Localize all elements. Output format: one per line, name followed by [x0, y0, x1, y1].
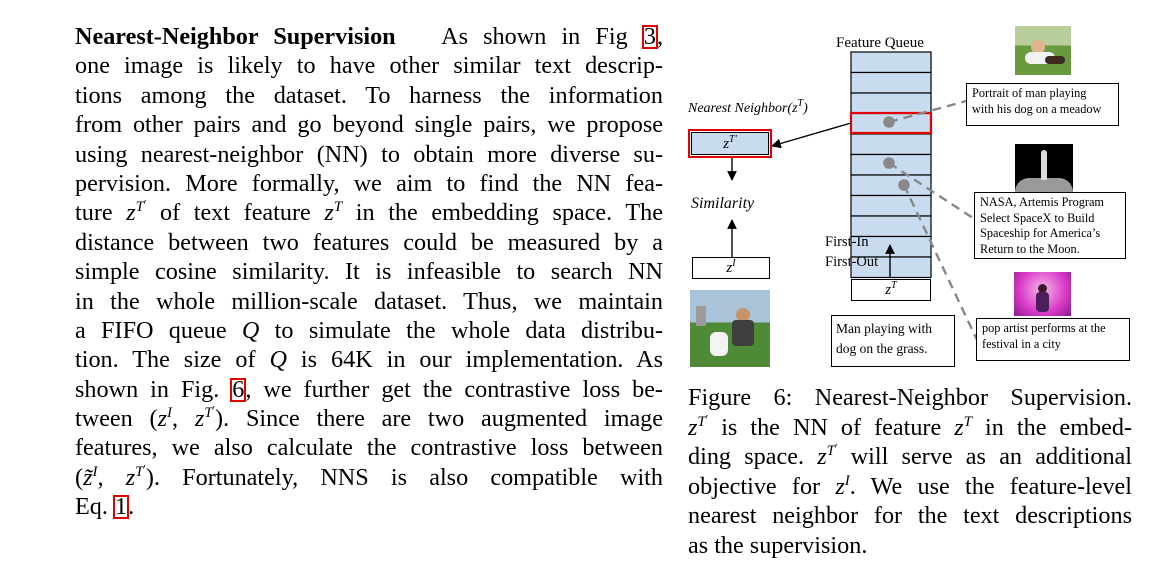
caption-line: nearest neighbor for the text descriptio…	[688, 502, 1132, 529]
description-box-3: pop artist performs at the festival in a …	[976, 318, 1130, 361]
caption-line: Figure 6: Nearest-Neighbor Supervision.	[688, 384, 1132, 411]
queue-cell	[850, 256, 932, 279]
caption-line: objective for zI. We use the feature-lev…	[688, 472, 1132, 500]
image-feature-box: zI	[692, 257, 770, 279]
text-line: features, we also calculate the contrast…	[75, 434, 663, 462]
text-line: one image is likely to have other simila…	[75, 52, 663, 80]
nn-feature-box: zT′	[688, 129, 772, 158]
text-feature-box: zT	[851, 279, 931, 301]
caption-line: zT′ is the NN of feature zT in the embed…	[688, 412, 1132, 441]
text-line: tween (zI, zT′). Since there are two aug…	[75, 404, 664, 433]
dashed-link-2	[883, 157, 977, 222]
diagram-canvas	[727, 51, 979, 341]
queue-cell	[850, 92, 932, 115]
text-line: distance between two features could be m…	[75, 228, 663, 256]
eq1-reference-link[interactable]: 1	[112, 493, 130, 521]
nearest-neighbor-label: Nearest Neighbor(zT)	[688, 98, 808, 117]
text-line: from other pairs and go beyond single pa…	[75, 111, 663, 139]
text-line: using nearest-neighbor (NN) to obtain mo…	[75, 140, 663, 168]
text-line: simple cosine similarity. It is infeasib…	[75, 258, 663, 286]
figure-caption: Figure 6: Nearest-Neighbor Supervision. …	[688, 383, 1132, 560]
photo-pop-artist	[1014, 272, 1071, 316]
nn-arrow	[771, 122, 852, 149]
queue-cell	[850, 194, 932, 217]
caption-line: as the supervision.	[688, 531, 868, 559]
fifo-label: First-In First-Out	[825, 234, 879, 270]
similarity-label: Similarity	[691, 195, 755, 212]
text-input-box: Man playing with dog on the grass.	[831, 315, 955, 367]
nns-figure: Feature Queue Nearest Neighbor(zT) zT′ S…	[680, 20, 1150, 380]
queue-title: Feature Queue	[836, 35, 924, 51]
text-line: ture zT′ of text feature zT in the embed…	[75, 198, 663, 227]
dashed-link-3	[898, 179, 979, 341]
body-paragraph: Nearest-Neighbor Supervision As shown in…	[75, 22, 663, 522]
photo-man-dog-grass	[690, 290, 770, 367]
text-line: in the whole million-scale dataset. Thus…	[75, 287, 663, 315]
photo-rocket-moon	[1015, 144, 1073, 192]
text-line: a FIFO queue Q to simulate the whole dat…	[75, 316, 663, 344]
text-line: shown in Fig. 6, we further get the cont…	[75, 375, 663, 403]
text-line: Nearest-Neighbor Supervision As shown in…	[75, 23, 663, 50]
queue-cell	[850, 51, 932, 74]
queue-cell	[850, 174, 932, 197]
fig3-reference-link[interactable]: 3	[641, 23, 658, 50]
photo-man-dog-meadow	[1015, 26, 1071, 75]
text-line: (z̃I, zT′). Fortunately, NNS is also com…	[75, 462, 663, 491]
queue-cell	[850, 71, 932, 94]
text-line: tion. The size of Q is 64K in our implem…	[75, 346, 663, 374]
text-line: Eq. 1.	[75, 493, 135, 521]
section-heading: Nearest-Neighbor Supervision	[75, 23, 396, 50]
text-line: pervision. More formally, we aim to find…	[75, 169, 663, 197]
fig6-reference-link[interactable]: 6	[230, 375, 247, 403]
caption-line: ding space. zT′ will serve as an additio…	[688, 442, 1132, 471]
text-line: tions among the dataset. To harness the …	[75, 81, 663, 109]
queue-cell	[850, 133, 932, 156]
queue-cell	[850, 112, 932, 135]
description-box-1: Portrait of man playing with his dog on a…	[966, 83, 1119, 126]
description-box-2: NASA, Artemis Program Select SpaceX to Bu…	[974, 192, 1126, 259]
